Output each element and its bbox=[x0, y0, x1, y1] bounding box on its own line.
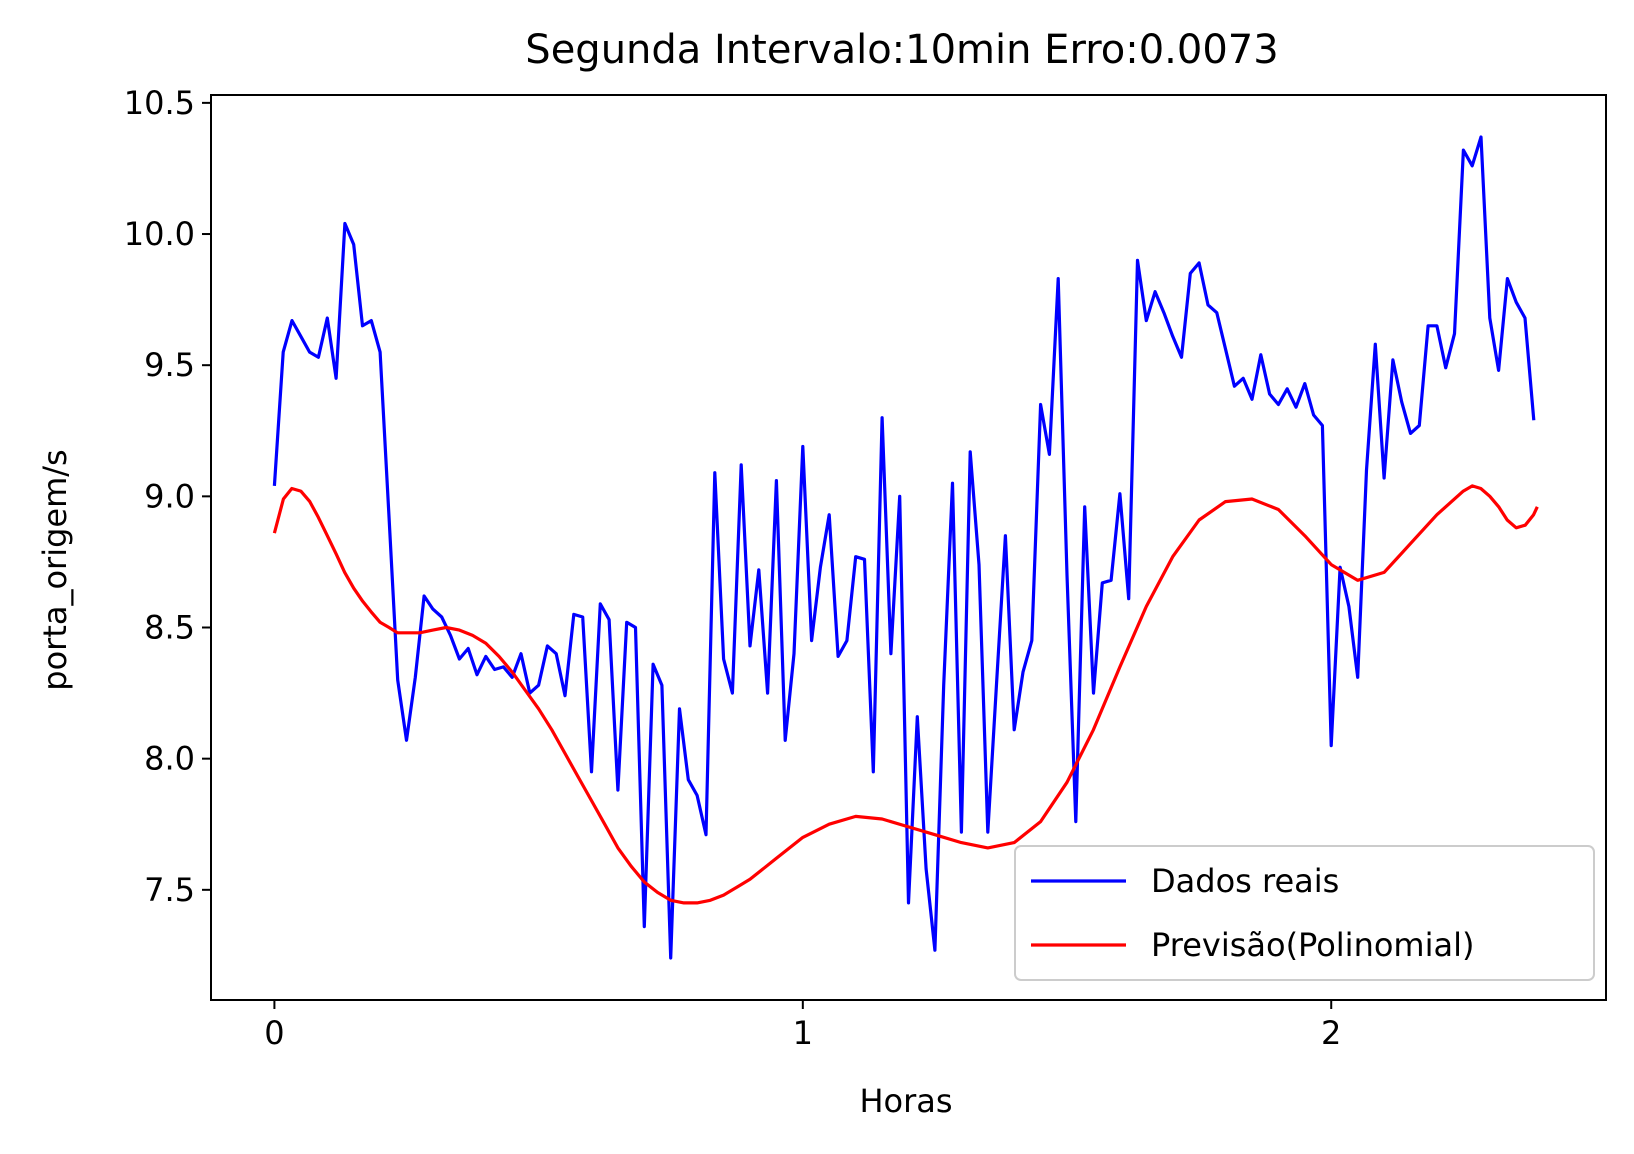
x-tick-label: 1 bbox=[793, 1014, 813, 1052]
legend: Dados reais Previsão(Polinomial) bbox=[1014, 845, 1595, 981]
y-tick-label: 8.5 bbox=[144, 609, 195, 647]
series-line-1 bbox=[272, 135, 1536, 960]
plot-frame bbox=[210, 94, 1607, 1001]
series-line-2 bbox=[272, 484, 1539, 905]
x-axis-label: Horas bbox=[859, 1082, 952, 1120]
legend-label: Dados reais bbox=[1151, 862, 1339, 900]
axis-ticks: 0 1 2 7.5 8.0 8.5 9.0 9.5 10.0 10.5 bbox=[124, 84, 1342, 1052]
y-tick-label: 9.5 bbox=[144, 346, 195, 384]
series-lines bbox=[272, 135, 1539, 960]
legend-box bbox=[1014, 845, 1595, 981]
y-tick-label: 7.5 bbox=[144, 871, 195, 909]
y-tick-label: 10.0 bbox=[124, 215, 195, 253]
legend-label: Previsão(Polinomial) bbox=[1151, 926, 1474, 964]
x-tick-label: 0 bbox=[264, 1014, 284, 1052]
y-tick-label: 10.5 bbox=[124, 84, 195, 122]
y-axis-label: porta_origem/s bbox=[36, 449, 74, 690]
chart-title: Segunda Intervalo:10min Erro:0.0073 bbox=[525, 27, 1278, 73]
y-tick-label: 9.0 bbox=[144, 477, 195, 515]
x-tick-label: 2 bbox=[1321, 1014, 1341, 1052]
y-tick-label: 8.0 bbox=[144, 740, 195, 778]
